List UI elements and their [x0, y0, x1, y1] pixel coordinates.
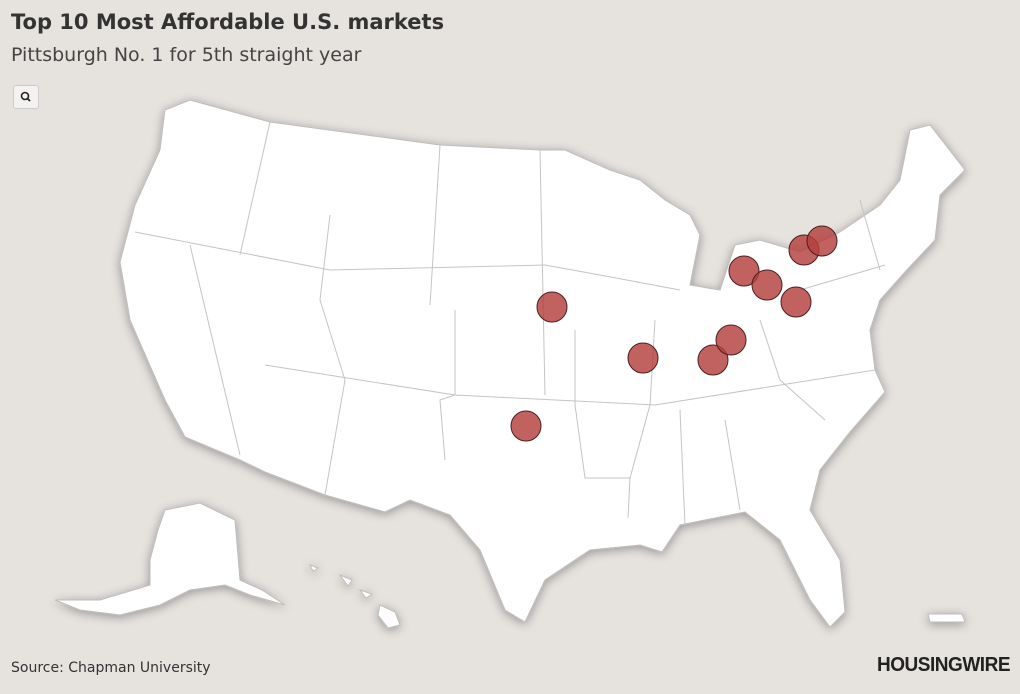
alaska	[54, 502, 286, 616]
city-markers	[510, 225, 838, 442]
city-marker	[715, 324, 747, 356]
source: Source: Chapman University	[11, 660, 211, 676]
city-marker	[728, 255, 760, 287]
logo: HOUSINGWIRE	[876, 654, 1011, 676]
city-marker	[806, 225, 838, 257]
search-icon	[20, 91, 31, 102]
city-marker	[780, 286, 812, 318]
hawaii	[308, 564, 401, 629]
city-marker	[536, 291, 568, 323]
city-marker	[697, 344, 729, 376]
city-marker	[751, 269, 783, 301]
puerto-rico	[927, 613, 966, 623]
contiguous-us	[119, 99, 966, 628]
zoom-button[interactable]	[13, 85, 39, 109]
city-marker	[627, 342, 659, 374]
title: Top 10 Most Affordable U.S. markets	[11, 10, 445, 34]
subtitle: Pittsburgh No. 1 for 5th straight year	[11, 44, 362, 66]
city-marker	[510, 410, 542, 442]
landmass	[54, 99, 966, 629]
